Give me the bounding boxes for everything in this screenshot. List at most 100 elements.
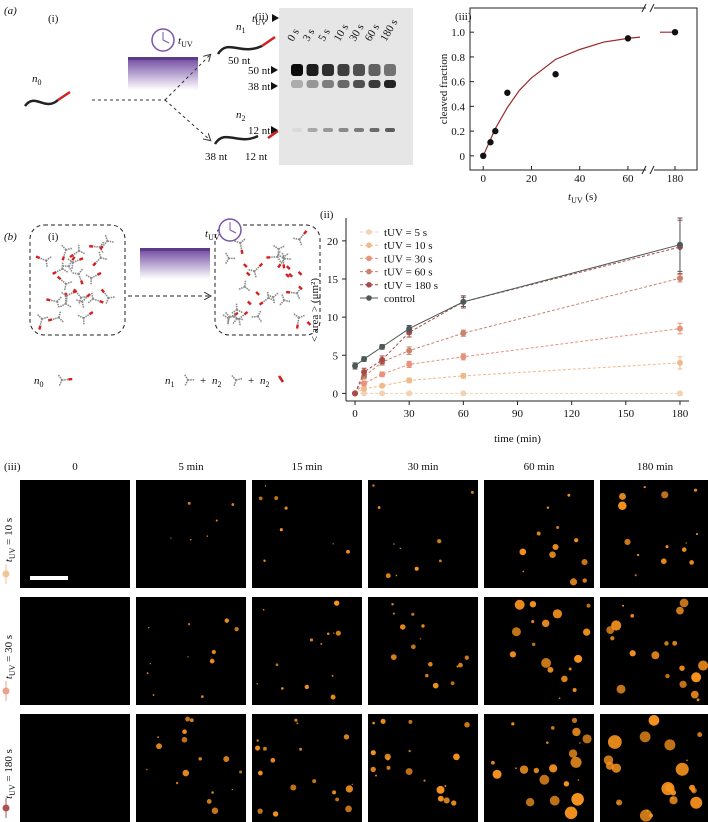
droplet	[262, 608, 265, 611]
droplet	[256, 739, 259, 742]
species-label-base: n	[212, 375, 218, 387]
droplet	[263, 746, 267, 751]
droplet	[582, 578, 587, 583]
row-label-rest: = 30 s	[3, 635, 15, 665]
droplet	[438, 559, 442, 563]
droplet	[201, 695, 204, 698]
data-point	[379, 390, 386, 397]
data-point	[379, 382, 386, 389]
droplet	[665, 545, 669, 549]
droplet	[630, 614, 634, 618]
droplet	[231, 788, 233, 791]
droplet	[391, 603, 394, 606]
y-tick-label: 1.0	[451, 27, 465, 39]
droplet	[182, 769, 190, 777]
droplet	[522, 570, 525, 573]
row-marker	[2, 570, 10, 578]
micrograph	[20, 480, 130, 588]
uv-label: tUV	[205, 228, 220, 242]
motif-arm	[276, 253, 284, 259]
droplet	[685, 542, 687, 544]
motif-arm	[236, 317, 244, 321]
row-label: tUV = 180 s	[3, 749, 17, 799]
motif-arm	[221, 313, 229, 319]
motif-arm	[65, 280, 73, 285]
y-tick-label: 0	[333, 388, 339, 400]
motif-arm	[78, 250, 86, 255]
row-label-sub: UV	[8, 664, 17, 676]
data-point	[480, 152, 487, 160]
gel-band	[384, 80, 396, 88]
droplet	[206, 535, 209, 537]
motif-arm	[226, 316, 231, 324]
motif-arm	[298, 314, 306, 319]
droplet	[274, 496, 279, 501]
droplet	[296, 722, 299, 725]
droplet	[257, 808, 263, 814]
droplet	[185, 716, 191, 722]
legend-label: tUV = 10 s	[384, 240, 432, 252]
droplet	[511, 722, 515, 726]
droplet	[257, 770, 263, 776]
droplet	[470, 490, 474, 494]
droplet	[546, 506, 550, 509]
droplet	[304, 684, 310, 690]
legend-marker	[366, 255, 372, 262]
species-label: n1	[236, 21, 246, 35]
gel-band	[368, 64, 381, 76]
row-label-base: t	[3, 675, 15, 679]
motif-arm	[41, 316, 49, 320]
motif-arm	[39, 318, 43, 326]
droplet	[270, 757, 276, 763]
droplet	[421, 624, 425, 628]
motif-arm	[90, 291, 94, 299]
droplet	[264, 485, 267, 487]
gel-band	[384, 64, 396, 76]
droplet	[563, 781, 570, 787]
droplet	[519, 765, 529, 774]
motif-arm	[76, 314, 84, 319]
droplet	[577, 779, 580, 781]
data-point	[460, 298, 467, 305]
series-line	[354, 362, 681, 394]
motif-arm	[78, 297, 82, 305]
motif-arm	[231, 318, 238, 325]
motif-arm	[233, 311, 238, 320]
motif-arm	[230, 309, 238, 315]
data-point	[361, 380, 368, 387]
droplet	[331, 674, 334, 677]
droplet	[648, 715, 660, 726]
motif-arm	[56, 301, 61, 309]
droplet	[234, 626, 239, 632]
droplet	[351, 783, 353, 786]
x-tick-label: 0	[352, 408, 358, 420]
legend-label: tUV = 5 s	[384, 227, 427, 239]
droplet	[182, 729, 187, 735]
motif-tag	[96, 271, 102, 276]
data-point	[361, 373, 368, 380]
droplet	[611, 763, 621, 773]
y-tick-label: 5	[333, 350, 339, 362]
droplet	[386, 757, 390, 761]
motif-tag	[233, 311, 239, 316]
motif-arm	[55, 268, 63, 273]
droplet	[664, 641, 669, 646]
droplet	[509, 651, 517, 658]
gel-band	[354, 128, 364, 132]
droplet	[536, 531, 541, 536]
motif-arm	[63, 283, 67, 291]
droplet	[570, 756, 582, 768]
species-label-base: n	[236, 21, 242, 33]
motif-arm	[95, 257, 102, 264]
motif-tag	[243, 263, 248, 268]
motif-arm	[298, 239, 303, 247]
species-label-sub: 0	[38, 78, 42, 87]
motif-arm	[253, 271, 257, 279]
motif-tag	[306, 321, 312, 326]
droplet	[393, 543, 395, 545]
droplet	[419, 638, 422, 640]
motif-tag	[243, 311, 249, 316]
legend-marker	[366, 282, 372, 288]
motif-tag	[255, 291, 260, 296]
motif-arm	[257, 316, 263, 323]
